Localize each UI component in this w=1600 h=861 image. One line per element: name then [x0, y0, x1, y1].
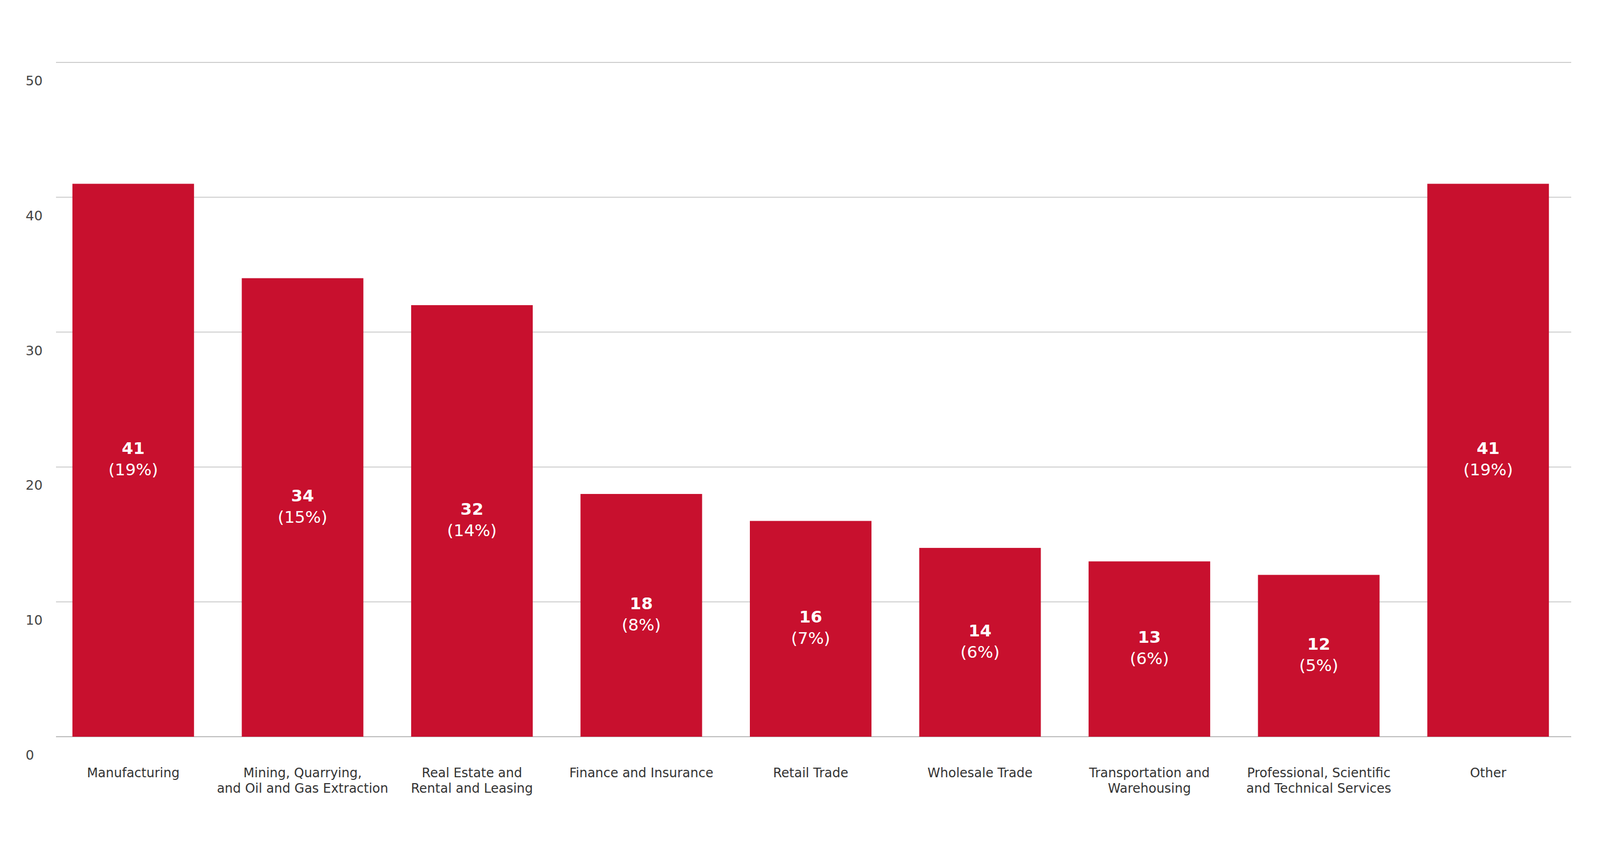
bar	[72, 184, 195, 737]
share-label: (6%)	[1129, 648, 1169, 668]
y-tick-label: 30	[25, 342, 43, 359]
bars	[72, 184, 1549, 737]
x-tick-line: Mining, Quarrying,	[243, 765, 362, 781]
x-tick-label: Wholesale Trade	[927, 765, 1033, 781]
chart: 0102030405041(19%)34(15%)32(14%)18(8%)16…	[0, 0, 1600, 861]
share-label: (8%)	[621, 614, 661, 635]
data-label: 32	[460, 499, 484, 519]
x-tick-line: and Technical Services	[1246, 780, 1392, 796]
x-tick-label: Professional, Scientificand Technical Se…	[1246, 765, 1392, 796]
data-label: 34	[291, 485, 315, 506]
x-tick-line: Transportation and	[1088, 765, 1210, 781]
x-tick-label: Other	[1469, 765, 1507, 781]
bar	[1088, 561, 1211, 737]
share-label: (14%)	[446, 520, 497, 540]
share-label: (15%)	[277, 507, 328, 527]
data-label: 18	[629, 593, 653, 613]
bar	[241, 277, 364, 737]
bar	[919, 547, 1042, 737]
data-label: 13	[1138, 627, 1162, 647]
data-label: 16	[798, 606, 822, 627]
y-tick-label: 20	[25, 477, 43, 493]
x-tick-line: Rental and Leasing	[410, 780, 533, 796]
x-tick-line: Finance and Insurance	[569, 765, 714, 781]
x-tick-line: Real Estate and	[421, 765, 523, 781]
x-tick-label: Real Estate andRental and Leasing	[410, 765, 533, 796]
x-tick-line: Professional, Scientific	[1246, 765, 1391, 781]
share-label: (7%)	[790, 628, 830, 648]
y-tick-label: 0	[25, 747, 35, 763]
x-tick-line: Warehousing	[1107, 780, 1191, 796]
bar	[1427, 184, 1549, 737]
data-label: 41	[1476, 438, 1500, 458]
bar	[411, 305, 533, 737]
y-tick-label: 50	[25, 73, 43, 89]
x-tick-label: Manufacturing	[86, 765, 180, 781]
x-tick-label: Finance and Insurance	[569, 765, 714, 781]
x-tick-label: Mining, Quarrying,and Oil and Gas Extrac…	[217, 765, 389, 796]
grid-line	[56, 61, 1572, 63]
x-tick-line: and Oil and Gas Extraction	[217, 780, 389, 796]
x-tick-line: Other	[1469, 765, 1507, 781]
data-label: 14	[968, 620, 992, 640]
share-label: (5%)	[1299, 655, 1339, 675]
bar	[580, 493, 702, 737]
share-label: (19%)	[1463, 459, 1514, 479]
bar	[1258, 574, 1380, 737]
x-tick-line: Manufacturing	[86, 765, 180, 781]
x-tick-label: Retail Trade	[772, 765, 848, 781]
x-tick-line: Retail Trade	[772, 765, 848, 781]
grid-line	[56, 196, 1572, 198]
share-label: (6%)	[960, 642, 1000, 662]
data-label: 12	[1307, 634, 1331, 654]
share-label: (19%)	[108, 459, 158, 479]
x-tick-line: Wholesale Trade	[927, 765, 1033, 781]
grid	[56, 62, 1572, 737]
x-tick-label: Transportation andWarehousing	[1088, 765, 1210, 796]
bar	[749, 521, 872, 737]
labels: 41(19%)34(15%)32(14%)18(8%)16(7%)14(6%)1…	[108, 438, 1514, 675]
data-label: 41	[121, 438, 145, 458]
y-tick-label: 40	[25, 208, 43, 224]
y-tick-label: 10	[25, 612, 43, 628]
